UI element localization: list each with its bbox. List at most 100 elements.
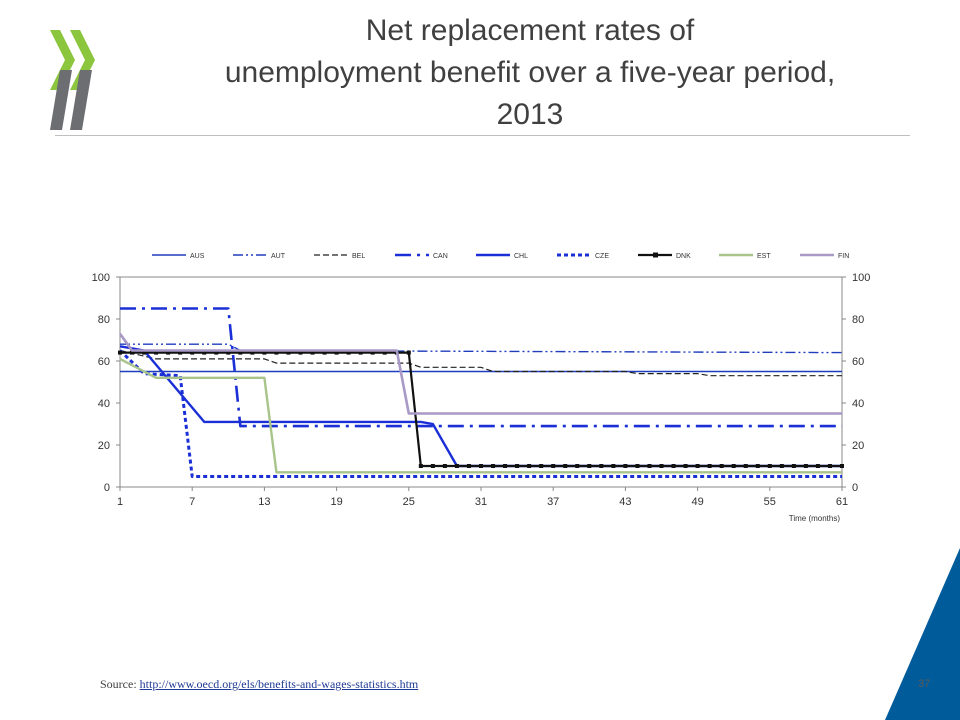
title-divider (55, 135, 910, 136)
series-marker-dnk (743, 464, 748, 468)
series-marker-dnk (298, 350, 303, 355)
series-marker-dnk (683, 464, 688, 468)
series-marker-dnk (430, 464, 435, 468)
title-line-2: unemployment benefit over a five-year pe… (224, 56, 836, 89)
series-marker-dnk (322, 350, 327, 355)
series-marker-dnk (166, 350, 171, 355)
series-marker-dnk (515, 464, 520, 468)
series-marker-dnk (238, 350, 243, 355)
x-tick-label: 25 (403, 496, 415, 508)
series-marker-dnk (719, 464, 724, 468)
slide-title: Net replacement rates of unemployment be… (100, 10, 960, 136)
series-marker-dnk (226, 350, 231, 355)
source-note: Source: http://www.oecd.org/els/benefits… (100, 677, 418, 692)
series-marker-dnk (346, 350, 351, 355)
series-line-fin (118, 332, 842, 415)
series-marker-dnk (442, 464, 447, 468)
series-line-dnk (120, 351, 842, 468)
series-marker-dnk (635, 464, 640, 468)
y-tick-label-left: 80 (98, 314, 110, 326)
legend-label-est: EST (757, 253, 771, 260)
x-tick-label: 61 (836, 496, 848, 508)
series-marker-dnk (250, 350, 255, 355)
series-marker-dnk (659, 464, 664, 468)
x-tick-label: 37 (547, 496, 559, 508)
legend-label-chl: CHL (514, 253, 528, 260)
title-line-3: 2013 (496, 98, 564, 131)
series-marker-dnk (310, 350, 315, 355)
series-marker-dnk (334, 350, 339, 355)
y-tick-label-right: 80 (852, 314, 864, 326)
series-marker-dnk (491, 464, 496, 468)
series-marker-dnk (382, 350, 387, 355)
y-tick-label-right: 100 (852, 272, 870, 284)
series-line-bel (119, 349, 842, 377)
page-number: 37 (918, 678, 931, 690)
series-marker-dnk (479, 464, 483, 468)
y-tick-label-right: 20 (852, 440, 864, 452)
series-marker-dnk (755, 464, 760, 468)
series-marker-dnk (262, 350, 267, 355)
y-tick-label-right: 60 (852, 356, 864, 368)
series-marker-dnk (707, 464, 712, 468)
series-marker-dnk (154, 350, 159, 355)
series-marker-dnk (731, 464, 736, 468)
x-tick-label: 43 (619, 496, 631, 508)
legend-marker-dnk (653, 252, 658, 258)
legend-label-dnk: DNK (676, 253, 691, 260)
source-link[interactable]: http://www.oecd.org/els/benefits-and-wag… (139, 677, 419, 691)
series-marker-dnk (840, 464, 844, 468)
x-tick-label: 49 (691, 496, 703, 508)
x-tick-label: 7 (189, 496, 195, 508)
series-marker-dnk (575, 464, 580, 468)
y-tick-label-left: 60 (98, 356, 110, 368)
y-tick-label-left: 40 (98, 398, 110, 410)
series-marker-dnk (214, 350, 219, 355)
series-marker-dnk (767, 464, 772, 468)
series-marker-dnk (827, 464, 832, 468)
legend-label-can: CAN (433, 253, 448, 260)
legend-label-aut: AUT (271, 253, 286, 260)
series-marker-dnk (647, 464, 652, 468)
y-tick-label-left: 0 (104, 482, 110, 494)
legend-label-bel: BEL (352, 253, 365, 260)
series-line-est (119, 357, 842, 474)
series-marker-dnk (130, 350, 135, 355)
y-tick-label-left: 100 (92, 272, 110, 284)
series-marker-dnk (178, 350, 183, 355)
series-marker-dnk (202, 350, 207, 355)
series-marker-dnk (791, 464, 796, 468)
x-tick-label: 31 (475, 496, 487, 508)
y-tick-label-right: 40 (852, 398, 864, 410)
legend-label-aus: AUS (190, 253, 205, 260)
series-marker-dnk (358, 350, 363, 355)
series-line-cze (118, 349, 842, 478)
series-marker-dnk (142, 350, 147, 355)
series-marker-dnk (779, 464, 784, 468)
series-marker-dnk (671, 464, 676, 468)
series-marker-dnk (118, 350, 122, 355)
series-marker-dnk (815, 464, 820, 468)
source-label: Source: (100, 677, 137, 691)
series-marker-dnk (190, 350, 195, 355)
series-line-can (120, 307, 842, 428)
y-tick-label-right: 0 (852, 482, 858, 494)
series-marker-dnk (803, 464, 808, 468)
series-marker-dnk (286, 350, 291, 355)
series-marker-dnk (503, 464, 508, 468)
title-line-1: Net replacement rates of (365, 14, 695, 47)
series-marker-dnk (454, 464, 459, 468)
legend-label-cze: CZE (595, 253, 609, 260)
series-marker-dnk (418, 464, 423, 468)
series-marker-dnk (611, 464, 616, 468)
series-marker-dnk (551, 464, 556, 468)
series-marker-dnk (406, 350, 411, 355)
series-marker-dnk (370, 350, 375, 355)
series-marker-dnk (695, 464, 700, 468)
x-tick-label: 55 (764, 496, 776, 508)
series-line-chl (119, 345, 842, 468)
oecd-logo (50, 30, 95, 130)
series-marker-dnk (599, 464, 604, 468)
